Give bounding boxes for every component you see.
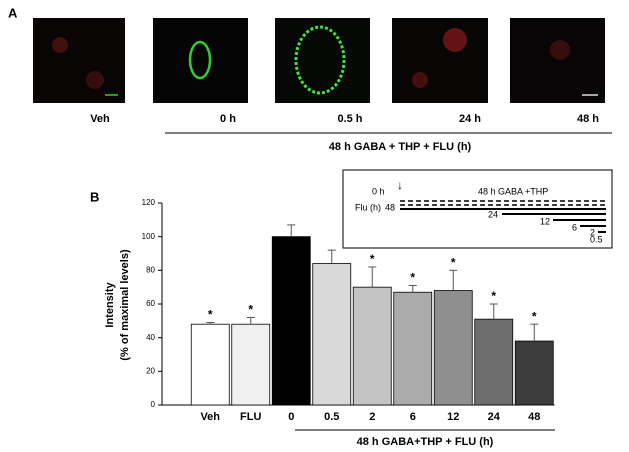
y-tick-label: 120 bbox=[142, 198, 156, 207]
group-label: 48 h GABA+THP + FLU (h) bbox=[357, 436, 494, 448]
significance-mark: * bbox=[370, 252, 375, 266]
bar bbox=[231, 323, 271, 406]
bar bbox=[312, 263, 352, 406]
bar bbox=[190, 323, 230, 406]
significance-mark: * bbox=[410, 271, 415, 285]
x-tick-label: 2 bbox=[369, 411, 375, 423]
significance-mark: * bbox=[208, 308, 213, 322]
bar bbox=[271, 236, 311, 406]
image bbox=[33, 18, 125, 103]
y-tick-label: 60 bbox=[146, 299, 155, 308]
inset-label: 48 h GABA +THP bbox=[478, 186, 548, 196]
bar bbox=[393, 291, 433, 406]
panel-label: A bbox=[8, 5, 18, 20]
y-tick-label: 0 bbox=[151, 400, 156, 409]
image-label: Veh bbox=[90, 113, 110, 125]
y-axis-label: (% of maximal levels) bbox=[119, 249, 131, 361]
x-tick-label: 6 bbox=[410, 411, 416, 423]
y-tick-label: 80 bbox=[146, 265, 155, 274]
micrographs bbox=[33, 18, 605, 103]
bar bbox=[514, 340, 554, 406]
bar bbox=[352, 286, 392, 406]
image-label: 48 h bbox=[577, 113, 599, 125]
y-tick-label: 20 bbox=[146, 366, 155, 375]
bar bbox=[433, 290, 473, 406]
bar bbox=[474, 318, 514, 406]
image bbox=[392, 18, 488, 103]
x-tick-label: 48 bbox=[528, 411, 540, 423]
significance-mark: * bbox=[451, 256, 456, 270]
x-tick-label: Veh bbox=[200, 411, 220, 423]
x-tick-label: FLU bbox=[240, 411, 261, 423]
panel-label: B bbox=[90, 189, 99, 204]
y-tick-label: 40 bbox=[146, 333, 155, 342]
inset-label: 12 bbox=[540, 216, 550, 226]
inset-label: 48 bbox=[385, 202, 395, 212]
significance-mark: * bbox=[491, 289, 496, 303]
image bbox=[275, 18, 370, 103]
arrow: ↓ bbox=[397, 178, 403, 192]
image-label: 24 h bbox=[459, 113, 481, 125]
y-tick-label: 100 bbox=[142, 232, 156, 241]
bracket-label: 48 h GABA + THP + FLU (h) bbox=[329, 141, 472, 153]
x-tick-label: 0.5 bbox=[324, 411, 339, 423]
inset-label: 6 bbox=[572, 222, 577, 232]
image bbox=[153, 18, 248, 103]
x-tick-label: 24 bbox=[488, 411, 501, 423]
y-axis-label: Intensity bbox=[104, 282, 116, 328]
inset-label: 24 bbox=[488, 209, 498, 219]
image-label: 0.5 h bbox=[337, 113, 362, 125]
inset: 0 h ↓ 48 h GABA +THP Flu (h) 48 24 12 6 … bbox=[342, 169, 613, 249]
inset-label: Flu (h) bbox=[355, 202, 381, 212]
significance-mark: * bbox=[248, 303, 253, 317]
inset-label: 0 h bbox=[372, 186, 385, 196]
x-tick-label: 12 bbox=[447, 411, 459, 423]
inset-label: 0.5 bbox=[590, 234, 603, 244]
significance-mark: * bbox=[532, 309, 537, 323]
image bbox=[510, 18, 605, 103]
inset-label: 2 bbox=[590, 227, 595, 237]
image-label: 0 h bbox=[220, 113, 236, 125]
x-tick-label: 0 bbox=[288, 411, 294, 423]
